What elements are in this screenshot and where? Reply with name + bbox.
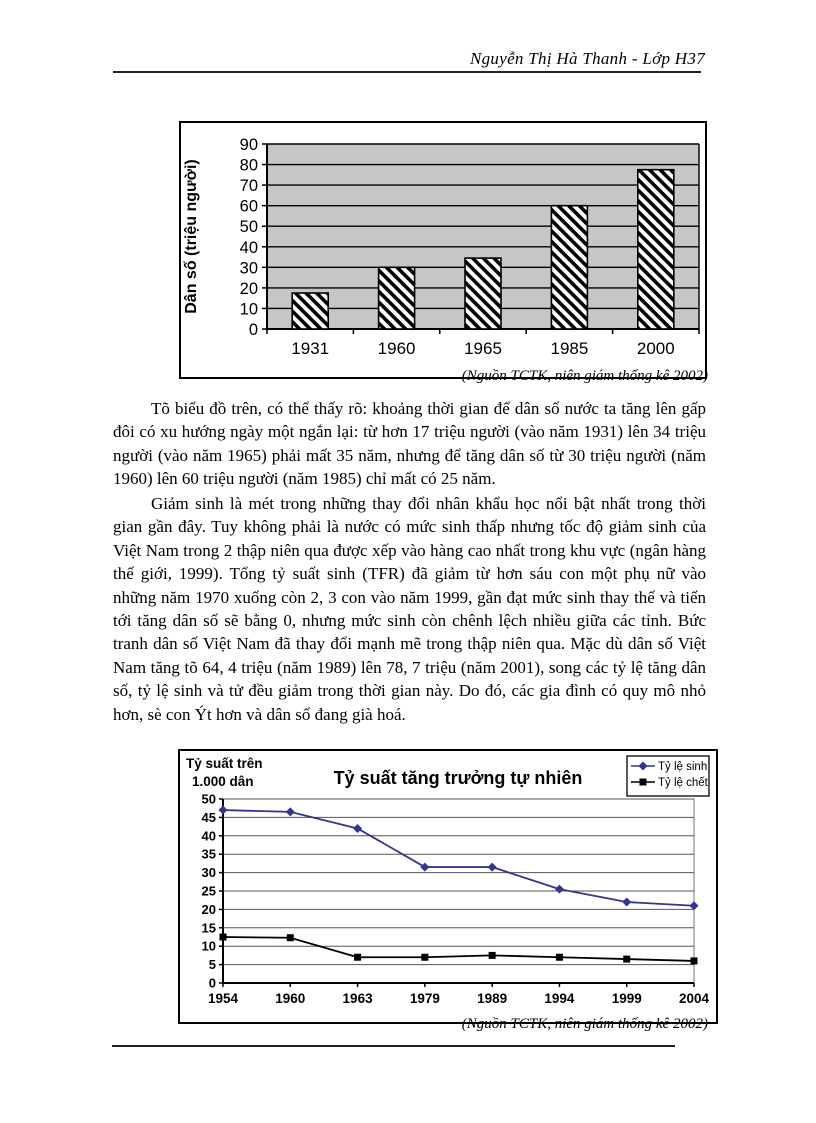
svg-text:80: 80	[240, 157, 258, 175]
svg-text:Tỷ suất trên: Tỷ suất trên	[186, 756, 263, 771]
svg-text:25: 25	[202, 884, 216, 899]
svg-text:40: 40	[240, 239, 258, 257]
bar-1960	[377, 266, 416, 330]
svg-text:50: 50	[240, 218, 258, 236]
line-chart-title: Tỷ suất tăng trưởng tự nhiên	[334, 768, 583, 788]
svg-text:2004: 2004	[679, 991, 710, 1006]
paragraph-population-doubling: Tõ biểu đồ trên, có thể thấy rõ: khoảng …	[113, 399, 706, 489]
svg-text:10: 10	[240, 300, 258, 318]
svg-text:1965: 1965	[464, 339, 502, 358]
line-chart-x-axis-labels: 1954 1960 1963 1979 1989 1994 1999 2004	[208, 983, 710, 1006]
svg-text:20: 20	[240, 280, 258, 298]
series-death-rate	[219, 933, 698, 965]
svg-text:1963: 1963	[343, 991, 374, 1006]
line-chart-source-caption: (Nguồn TCTK, niên giám thống kê 2002)	[461, 1016, 708, 1032]
legend-label-birth: Tỷ lệ sinh	[658, 761, 707, 773]
svg-text:70: 70	[240, 177, 258, 195]
svg-text:1954: 1954	[208, 991, 239, 1006]
svg-text:30: 30	[202, 865, 216, 880]
bar-1931	[291, 292, 329, 330]
series-birth-rate	[218, 805, 699, 911]
svg-text:15: 15	[202, 920, 216, 935]
svg-text:35: 35	[202, 847, 216, 862]
svg-text:1960: 1960	[275, 991, 305, 1006]
svg-text:90: 90	[240, 136, 258, 154]
paragraph-fertility-decline: Giảm sinh là mét trong những thay đổi nh…	[113, 494, 706, 724]
natural-growth-line-chart: 0 5 10 15 20 25 30 35 40 45 50 1954 1960 1963 1979 1989…	[178, 749, 718, 1024]
page-header-title: Nguyễn Thị Hà Thanh - Lớp H37	[469, 49, 705, 68]
bar-1965	[464, 257, 502, 330]
line-chart-y-axis-labels: 0 5 10 15 20 25 30 35 40 45 50	[202, 792, 216, 991]
svg-text:60: 60	[240, 198, 258, 216]
svg-text:0: 0	[249, 321, 258, 339]
bar-chart-source-caption: (Nguồn TCTK, niên giám thống kê 2002)	[461, 368, 708, 384]
svg-text:0: 0	[209, 976, 216, 991]
header-rule	[113, 71, 701, 73]
bar-chart-x-axis-labels: 1931 1960 1965 1985 2000	[266, 329, 700, 358]
svg-text:1931: 1931	[291, 339, 329, 358]
svg-text:50: 50	[202, 792, 216, 807]
population-bar-chart: 0 10 20 30 40 50 60 70 80 90 1931 1960 1965 1985 2000 D…	[179, 121, 707, 379]
svg-text:1960: 1960	[378, 339, 416, 358]
svg-text:45: 45	[202, 810, 216, 825]
svg-text:1994: 1994	[544, 991, 575, 1006]
svg-text:2000: 2000	[637, 339, 675, 358]
bar-series	[291, 168, 675, 330]
line-chart-gridlines	[219, 798, 695, 984]
bar-1985	[550, 204, 589, 330]
svg-text:1.000 dân: 1.000 dân	[192, 774, 254, 789]
svg-text:1989: 1989	[477, 991, 507, 1006]
natural-growth-line-chart-svg: 0 5 10 15 20 25 30 35 40 45 50 1954 1960 1963 1979 1989…	[178, 749, 718, 1024]
bar-chart-y-axis-labels: 0 10 20 30 40 50 60 70 80 90	[240, 136, 258, 339]
line-chart-y-axis-title: Tỷ suất trên 1.000 dân	[186, 756, 263, 789]
svg-text:40: 40	[202, 828, 216, 843]
svg-text:5: 5	[209, 957, 216, 972]
svg-text:1999: 1999	[612, 991, 642, 1006]
population-bar-chart-svg: 0 10 20 30 40 50 60 70 80 90 1931 1960 1965 1985 2000 D…	[179, 121, 707, 379]
bar-2000	[636, 168, 675, 330]
svg-text:30: 30	[240, 259, 258, 277]
svg-text:1985: 1985	[550, 339, 588, 358]
legend-label-death: Tỷ lệ chết	[658, 777, 709, 789]
svg-text:1979: 1979	[410, 991, 440, 1006]
svg-text:10: 10	[202, 939, 216, 954]
footer-rule	[112, 1045, 675, 1047]
bar-chart-y-axis-title: Dân số (triệu người)	[183, 159, 200, 314]
svg-text:20: 20	[202, 902, 216, 917]
line-chart-legend: Tỷ lệ sinh Tỷ lệ chết	[626, 755, 710, 797]
